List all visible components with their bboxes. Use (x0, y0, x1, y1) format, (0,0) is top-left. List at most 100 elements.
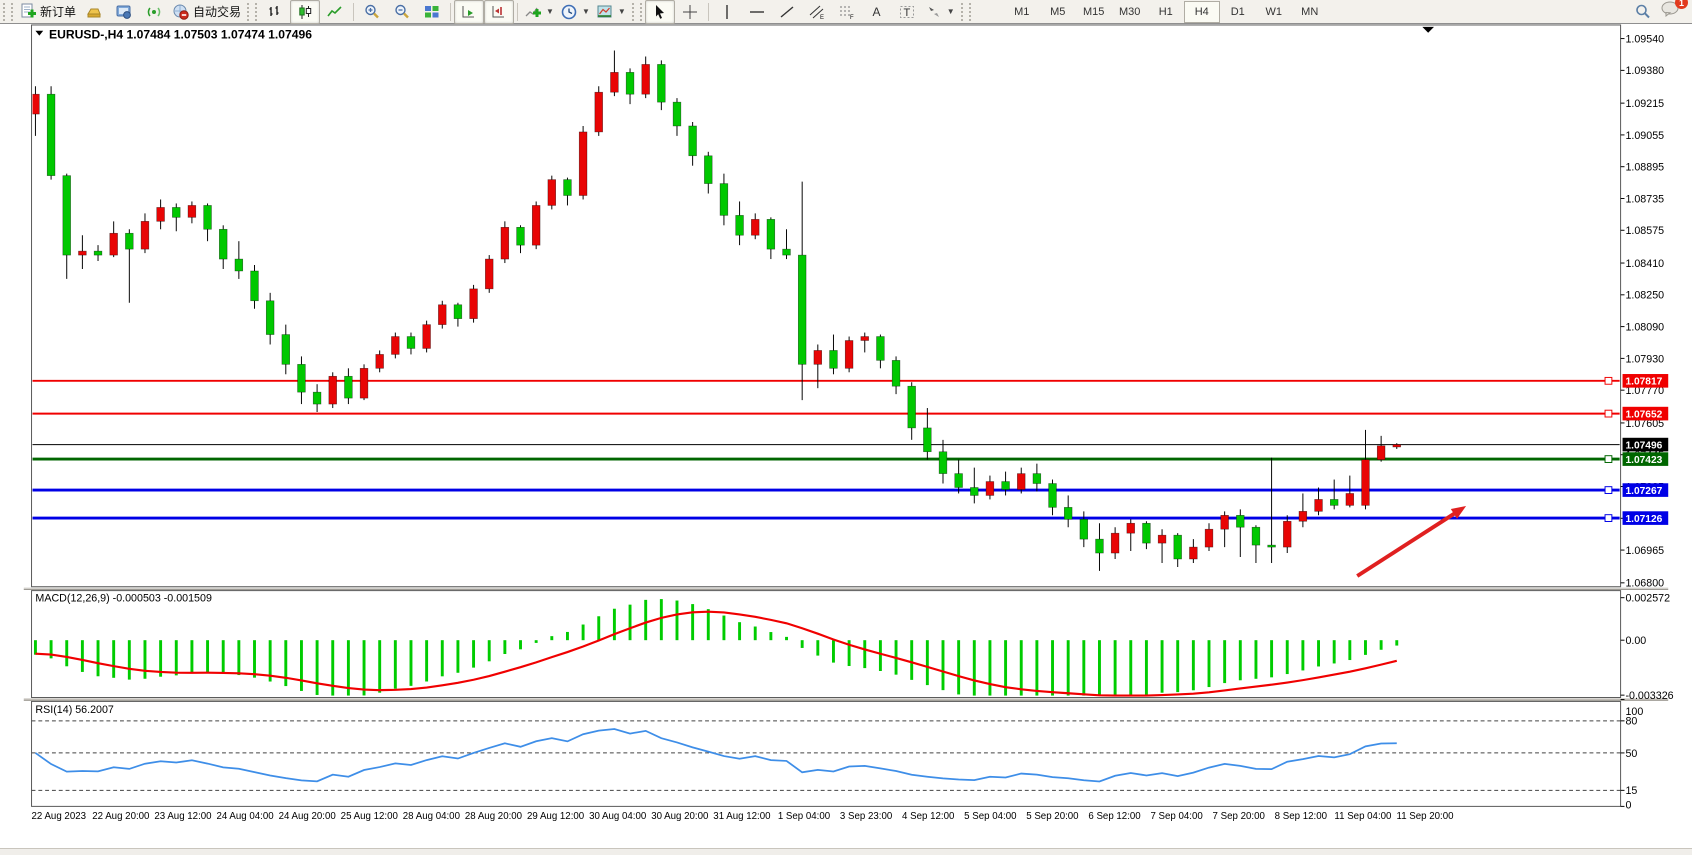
notifications-button[interactable]: 1 (1660, 0, 1688, 23)
toolbar-grip[interactable] (247, 2, 258, 21)
line-chart-button[interactable] (320, 0, 350, 24)
arrows-button[interactable]: ▼ (922, 0, 958, 24)
periods-dropdown-arrow: ▼ (581, 7, 590, 16)
chart-window[interactable]: 1.09540 1.09380 1.09215 1.09055 1.08895 1.087… (0, 24, 1692, 854)
line-handle[interactable] (1604, 486, 1613, 494)
candle-up (860, 336, 869, 341)
text-button[interactable]: A (862, 0, 892, 24)
candle-down (453, 304, 463, 319)
line-handle[interactable] (1604, 376, 1613, 385)
toolbar-grip[interactable] (3, 2, 13, 21)
right-shift-marker[interactable] (1422, 26, 1434, 33)
timeframe-h1[interactable]: H1 (1158, 5, 1173, 18)
rsi-axis-label: 50 (1625, 748, 1637, 760)
zoom-out-icon (395, 4, 409, 18)
bar-chart-button[interactable] (260, 0, 290, 24)
candle-down (1063, 507, 1073, 520)
arrow-head (1450, 506, 1467, 519)
crosshair-button[interactable] (675, 0, 705, 24)
chart-shift-icon (492, 5, 505, 17)
macd-label: MACD(12,26,9) -0.000503 -0.001509 (35, 592, 212, 604)
zoom-out-button[interactable] (387, 0, 417, 24)
chart-shift-button[interactable] (484, 0, 515, 24)
chart-canvas[interactable]: 1.09540 1.09380 1.09215 1.09055 1.08895 1.087… (0, 24, 1692, 854)
date-label: 23 Aug 12:00 (154, 811, 212, 822)
signals-button[interactable] (139, 0, 169, 24)
search-icon[interactable] (1634, 3, 1652, 21)
candle-down (1142, 522, 1151, 544)
autotrading-button[interactable]: 自动交易 (169, 0, 244, 24)
candle-up (1220, 515, 1229, 530)
templates-button[interactable]: ▼ (593, 0, 629, 24)
data-window-button[interactable] (109, 0, 139, 24)
candle-down (672, 101, 682, 127)
price-tick-label: 1.09380 (1625, 65, 1664, 77)
rsi-label: RSI(14) 56.2007 (35, 704, 113, 716)
market-watch-button[interactable] (79, 0, 109, 24)
vertical-line-icon (726, 4, 728, 19)
date-label: 11 Sep 04:00 (1334, 811, 1392, 822)
candle-down (93, 250, 103, 256)
candle-up (531, 205, 541, 246)
text-label-button[interactable]: T (892, 0, 922, 24)
line-handle[interactable] (1604, 514, 1613, 522)
timeframe-w1[interactable]: W1 (1265, 5, 1282, 18)
macd-axis-label: -0.003326 (1625, 690, 1673, 702)
trend-arrow-annotation[interactable] (1356, 509, 1459, 578)
candle-up (109, 232, 118, 256)
candle-down (516, 226, 525, 246)
fibonacci-button[interactable]: F (832, 0, 862, 24)
candle-up (1376, 445, 1386, 460)
main-pane (31, 24, 1622, 588)
vertical-line-button[interactable] (712, 0, 742, 24)
symbol-dropdown-icon[interactable] (35, 30, 44, 36)
candle-down (344, 375, 353, 399)
auto-scroll-button[interactable] (454, 0, 485, 24)
toolbar-grip[interactable] (631, 2, 642, 21)
periods-button[interactable]: ▼ (557, 0, 593, 24)
date-label: 5 Sep 20:00 (1026, 811, 1079, 822)
auto-scroll-icon (462, 5, 475, 17)
timeframe-m5[interactable]: M5 (1050, 5, 1066, 18)
text-icon: A (872, 5, 880, 19)
equidistant-channel-button[interactable]: E (802, 0, 832, 24)
tile-windows-button[interactable] (417, 0, 447, 24)
timeframe-m30[interactable]: M30 (1119, 5, 1141, 18)
timeframe-mn[interactable]: MN (1301, 5, 1319, 18)
toolbar-grip[interactable] (960, 2, 971, 21)
date-label: 11 Sep 20:00 (1397, 811, 1455, 822)
price-badge-label: 1.07126 (1625, 514, 1662, 525)
candle-down (970, 487, 979, 496)
date-label: 22 Aug 2023 (32, 811, 87, 822)
price-tick-label: 1.08090 (1625, 321, 1664, 333)
cursor-button[interactable] (644, 0, 675, 24)
price-tick-label: 1.09215 (1625, 98, 1664, 110)
candle-down (1001, 481, 1010, 490)
line-handle[interactable] (1604, 455, 1613, 463)
new-order-icon (21, 3, 36, 17)
line-handle[interactable] (1604, 409, 1613, 418)
macd-signal-line (35, 610, 1398, 697)
trendline-button[interactable] (772, 0, 802, 24)
price-tick-label: 1.09055 (1625, 130, 1664, 142)
svg-text:T: T (903, 7, 910, 19)
candle-down (265, 300, 275, 335)
main-toolbar: 新订单 自动交易 ▼ ▼ (0, 0, 1692, 24)
candle-down (766, 219, 776, 250)
candle-up (1110, 532, 1120, 554)
timeframe-d1[interactable]: D1 (1230, 5, 1245, 18)
price-badge (1622, 437, 1669, 452)
new-order-button[interactable]: 新订单 (16, 0, 79, 24)
tile-windows-icon (425, 5, 439, 17)
horizontal-line-button[interactable] (742, 0, 772, 24)
candle-up (328, 375, 337, 405)
date-label: 3 Sep 23:00 (840, 811, 893, 822)
timeframe-m15[interactable]: M15 (1083, 5, 1105, 18)
candlestick-button[interactable] (290, 0, 321, 24)
candle-down (172, 207, 181, 218)
timeframe-m1[interactable]: M1 (1014, 5, 1030, 18)
timeframe-h4[interactable]: H4 (1183, 0, 1220, 23)
zoom-in-button[interactable] (357, 0, 387, 24)
indicators-button[interactable]: ▼ (521, 0, 557, 24)
candle-down (797, 254, 807, 365)
